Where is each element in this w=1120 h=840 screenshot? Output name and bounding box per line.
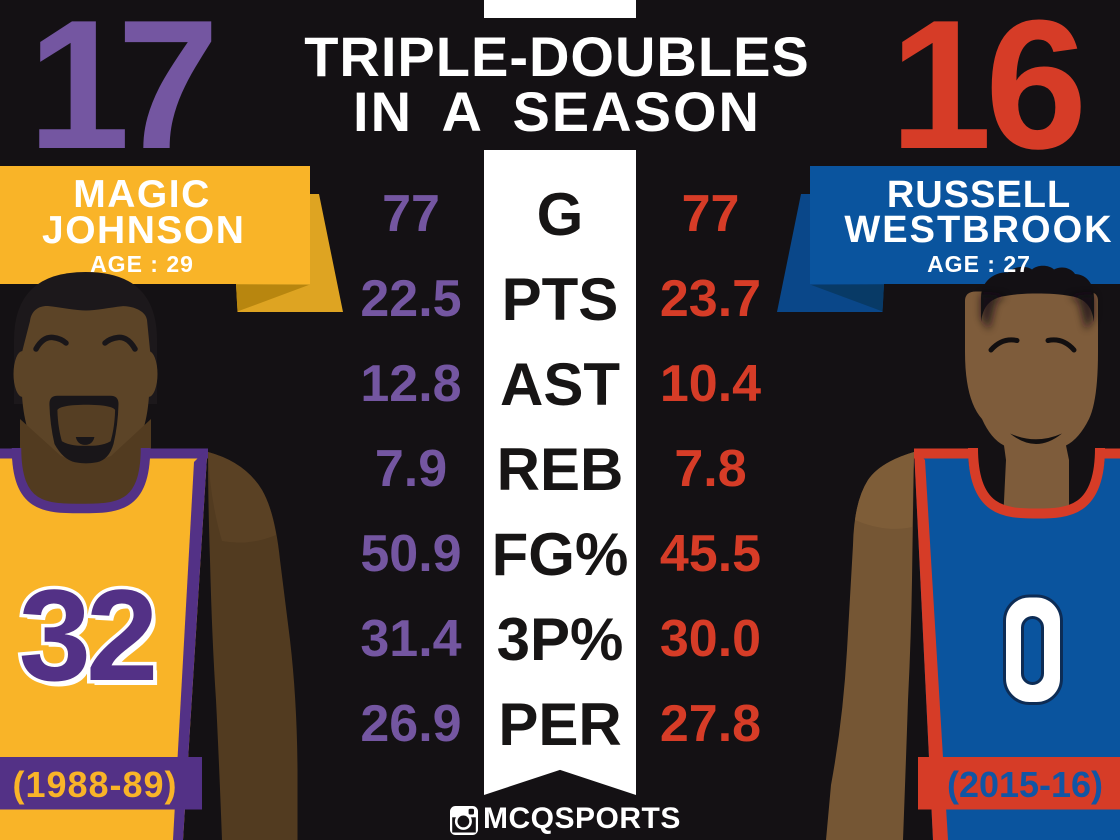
svg-text:32: 32 <box>19 562 154 708</box>
svg-text:32: 32 <box>23 567 158 713</box>
